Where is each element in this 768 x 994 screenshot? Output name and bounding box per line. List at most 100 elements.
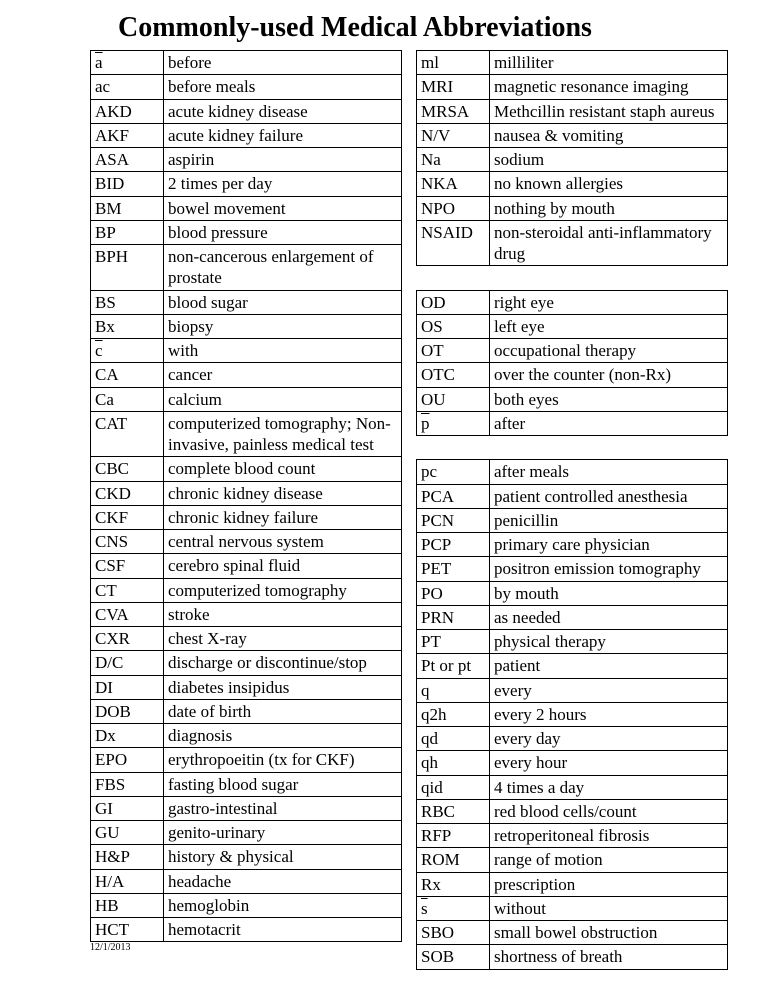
- abbr-cell: H&P: [91, 845, 164, 869]
- abbr-cell: q2h: [417, 702, 490, 726]
- abbr-cell: DI: [91, 675, 164, 699]
- meaning-cell: primary care physician: [490, 533, 728, 557]
- meaning-cell: chest X-ray: [164, 627, 402, 651]
- meaning-cell: right eye: [490, 290, 728, 314]
- abbr-cell: PCN: [417, 508, 490, 532]
- table-row: acbefore meals: [91, 75, 402, 99]
- table-row: OToccupational therapy: [417, 339, 728, 363]
- meaning-cell: range of motion: [490, 848, 728, 872]
- meaning-cell: no known allergies: [490, 172, 728, 196]
- table-row: NSAIDnon-steroidal anti-inflammatory dru…: [417, 220, 728, 266]
- meaning-cell: every day: [490, 727, 728, 751]
- table-row: ASAaspirin: [91, 148, 402, 172]
- table-row: PRNas needed: [417, 605, 728, 629]
- table-row: BID2 times per day: [91, 172, 402, 196]
- abbr-cell: NSAID: [417, 220, 490, 266]
- meaning-cell: left eye: [490, 314, 728, 338]
- table-row: qevery: [417, 678, 728, 702]
- table-row: [417, 436, 728, 460]
- abbr-cell: MRSA: [417, 99, 490, 123]
- table-row: BPHnon-cancerous enlargement of prostate: [91, 245, 402, 291]
- meaning-cell: biopsy: [164, 314, 402, 338]
- table-row: Rxprescription: [417, 872, 728, 896]
- table-row: CKDchronic kidney disease: [91, 481, 402, 505]
- meaning-cell: hemoglobin: [164, 893, 402, 917]
- meaning-cell: prescription: [490, 872, 728, 896]
- table-row: ODright eye: [417, 290, 728, 314]
- meaning-cell: every 2 hours: [490, 702, 728, 726]
- meaning-cell: blood pressure: [164, 220, 402, 244]
- table-row: OUboth eyes: [417, 387, 728, 411]
- abbr-cell: a: [91, 51, 164, 75]
- abbr-cell: D/C: [91, 651, 164, 675]
- table-row: NKAno known allergies: [417, 172, 728, 196]
- meaning-cell: 2 times per day: [164, 172, 402, 196]
- meaning-cell: small bowel obstruction: [490, 921, 728, 945]
- meaning-cell: shortness of breath: [490, 945, 728, 969]
- table-row: abefore: [91, 51, 402, 75]
- meaning-cell: before: [164, 51, 402, 75]
- abbr-text: c: [95, 341, 103, 360]
- meaning-cell: gastro-intestinal: [164, 796, 402, 820]
- table-row: PCApatient controlled anesthesia: [417, 484, 728, 508]
- meaning-cell: chronic kidney failure: [164, 505, 402, 529]
- meaning-cell: blood sugar: [164, 290, 402, 314]
- abbr-cell: BID: [91, 172, 164, 196]
- meaning-cell: stroke: [164, 602, 402, 626]
- meaning-cell: fasting blood sugar: [164, 772, 402, 796]
- meaning-cell: date of birth: [164, 699, 402, 723]
- abbr-cell: c: [91, 339, 164, 363]
- table-row: SOBshortness of breath: [417, 945, 728, 969]
- table-row: qdevery day: [417, 727, 728, 751]
- table-row: AKFacute kidney failure: [91, 123, 402, 147]
- table-row: PETpositron emission tomography: [417, 557, 728, 581]
- meaning-cell: over the counter (non-Rx): [490, 363, 728, 387]
- abbr-cell: Dx: [91, 724, 164, 748]
- meaning-cell: non-steroidal anti-inflammatory drug: [490, 220, 728, 266]
- meaning-cell: Methcillin resistant staph aureus: [490, 99, 728, 123]
- table-row: PCPprimary care physician: [417, 533, 728, 557]
- meaning-cell: after: [490, 411, 728, 435]
- meaning-cell: bowel movement: [164, 196, 402, 220]
- meaning-cell: after meals: [490, 460, 728, 484]
- abbr-cell: PCP: [417, 533, 490, 557]
- table-row: CTcomputerized tomography: [91, 578, 402, 602]
- abbr-cell: CA: [91, 363, 164, 387]
- meaning-cell: nausea & vomiting: [490, 123, 728, 147]
- abbr-cell: CT: [91, 578, 164, 602]
- table-row: RFPretroperitoneal fibrosis: [417, 824, 728, 848]
- abbr-cell: H/A: [91, 869, 164, 893]
- table-row: RBCred blood cells/count: [417, 799, 728, 823]
- abbr-cell: ml: [417, 51, 490, 75]
- meaning-cell: 4 times a day: [490, 775, 728, 799]
- meaning-cell: without: [490, 896, 728, 920]
- left-table: abeforeacbefore mealsAKDacute kidney dis…: [90, 50, 402, 942]
- abbr-cell: MRI: [417, 75, 490, 99]
- table-row: CATcomputerized tomography; Non-invasive…: [91, 411, 402, 457]
- table-row: OTCover the counter (non-Rx): [417, 363, 728, 387]
- columns-container: abeforeacbefore mealsAKDacute kidney dis…: [90, 50, 728, 970]
- table-row: [417, 266, 728, 290]
- table-row: PTphysical therapy: [417, 630, 728, 654]
- table-row: s without: [417, 896, 728, 920]
- meaning-cell: before meals: [164, 75, 402, 99]
- meaning-cell: history & physical: [164, 845, 402, 869]
- meaning-cell: as needed: [490, 605, 728, 629]
- abbr-cell: CXR: [91, 627, 164, 651]
- abbr-text: s: [421, 899, 428, 918]
- meaning-cell: with: [164, 339, 402, 363]
- table-row: N/Vnausea & vomiting: [417, 123, 728, 147]
- table-row: POby mouth: [417, 581, 728, 605]
- table-row: D/Cdischarge or discontinue/stop: [91, 651, 402, 675]
- abbr-cell: qd: [417, 727, 490, 751]
- meaning-cell: both eyes: [490, 387, 728, 411]
- meaning-cell: discharge or discontinue/stop: [164, 651, 402, 675]
- table-row: CSFcerebro spinal fluid: [91, 554, 402, 578]
- abbr-cell: PT: [417, 630, 490, 654]
- abbr-cell: OTC: [417, 363, 490, 387]
- meaning-cell: sodium: [490, 148, 728, 172]
- abbr-cell: RFP: [417, 824, 490, 848]
- abbr-cell: qid: [417, 775, 490, 799]
- table-row: NPOnothing by mouth: [417, 196, 728, 220]
- abbr-cell: N/V: [417, 123, 490, 147]
